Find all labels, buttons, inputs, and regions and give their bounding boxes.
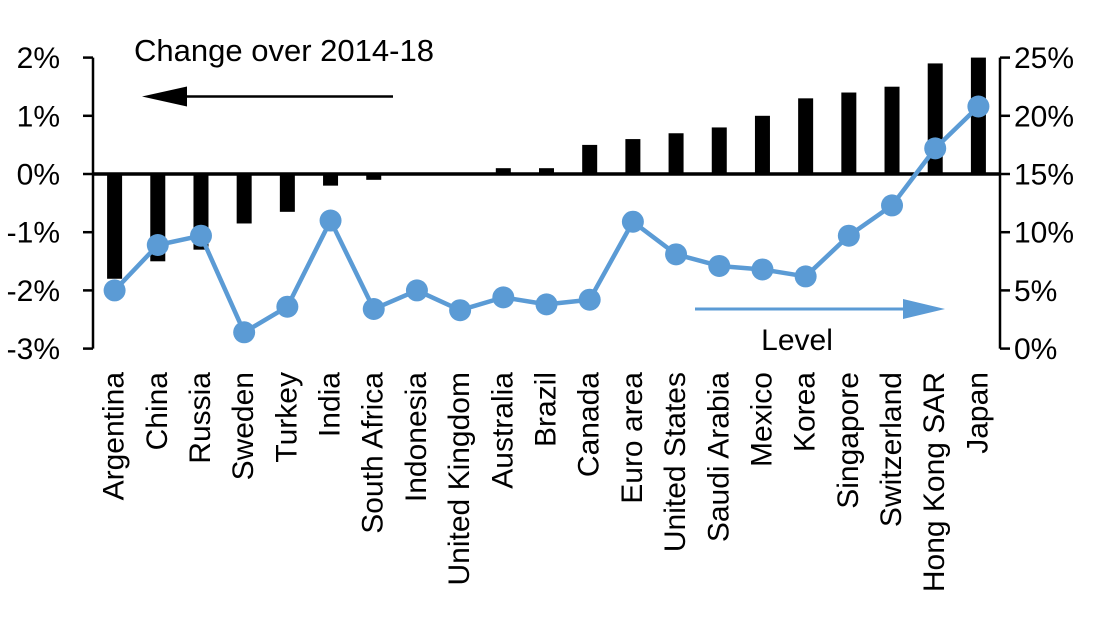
point-australia [492,286,515,309]
bar-india [323,174,339,186]
bar-turkey [279,174,295,212]
x-axis-label-argentina: Argentina [98,372,131,501]
point-indonesia [405,279,428,302]
x-axis-label-australia: Australia [486,372,519,489]
bar-canada [582,144,598,174]
right-axis-tick-label: 10% [1014,217,1074,250]
x-axis-label-indonesia: Indonesia [400,372,433,502]
point-saudi-arabia [708,254,731,277]
bar-south-africa [366,174,382,180]
point-south-africa [362,298,385,321]
bar-singapore [841,92,857,174]
x-axis-label-south-africa: South Africa [357,372,390,534]
bar-mexico [754,115,770,174]
left-axis-tick-label: -2% [7,275,60,308]
point-euro-area [621,210,644,233]
bar-korea [798,98,814,174]
x-axis-label-russia: Russia [184,372,217,464]
point-china [146,234,169,257]
bar-united-states [668,133,684,174]
bar-series-annotation-label: Change over 2014-18 [134,33,434,68]
point-japan [967,95,990,118]
x-axis-label-united-kingdom: United Kingdom [443,372,476,585]
point-canada [578,288,601,311]
x-axis-label-sweden: Sweden [227,372,260,480]
point-singapore [837,224,860,247]
x-axis-label-switzerland: Switzerland [875,372,908,527]
right-axis-tick-label: 20% [1014,100,1074,133]
x-axis-label-euro-area: Euro area [616,372,649,504]
right-axis-tick-label: 15% [1014,159,1074,192]
point-united-kingdom [449,299,472,322]
x-axis-label-canada: Canada [573,372,606,477]
point-korea [794,265,817,288]
x-axis-label-korea: Korea [789,372,822,452]
left-axis-tick-label: 0% [17,159,60,192]
bar-saudi-arabia [711,127,727,174]
bar-brazil [539,168,554,174]
right-axis-tick-label: 0% [1014,333,1057,366]
point-mexico [751,258,774,281]
point-russia [189,224,212,247]
line-series-annotation-label: Level [761,324,833,357]
line-series-right-arrow [695,299,945,319]
x-axis-label-united-states: United States [659,372,692,552]
bar-euro-area [625,139,641,174]
left-axis-tick-label: 2% [17,42,60,75]
x-axis-label-brazil: Brazil [530,372,563,447]
bar-series-left-arrow [142,86,393,107]
left-axis-tick-label: 1% [17,100,60,133]
point-india [319,209,342,232]
point-brazil [535,293,558,316]
chart-plot-area: 2% 1% 0% -1% -2% -3% 25% 20% 15% 10% 5% 0% Argentina… [7,42,1074,592]
right-axis-tick-label: 5% [1014,275,1057,308]
x-axis-label-hong-kong-sar: Hong Kong SAR [918,372,951,592]
point-united-states [665,243,688,266]
bar-switzerland [884,86,900,174]
x-axis-label-mexico: Mexico [745,372,778,467]
point-switzerland [881,194,904,217]
x-axis-label-japan: Japan [961,372,994,454]
x-axis-label-singapore: Singapore [832,372,865,509]
point-turkey [276,295,299,318]
bar-sweden [236,174,252,224]
point-argentina [103,279,126,302]
left-axis-tick-label: -3% [7,333,60,366]
right-axis-tick-label: 25% [1014,42,1074,75]
x-axis-label-india: India [314,372,347,437]
point-hong-kong-sar [924,137,947,160]
bar-argentina [107,174,123,279]
left-axis-tick-label: -1% [7,217,60,250]
bar-australia [495,168,511,174]
x-axis-label-saudi-arabia: Saudi Arabia [702,372,735,542]
x-axis-label-turkey: Turkey [270,372,303,463]
x-axis-label-china: China [141,372,174,451]
point-sweden [233,321,256,344]
